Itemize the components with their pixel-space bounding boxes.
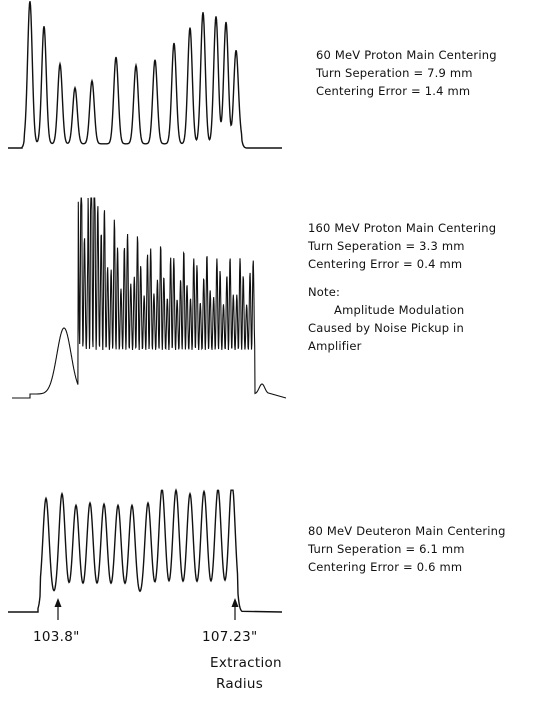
note-line: Amplifier: [308, 339, 362, 353]
marker-label-107-23: 107.23": [202, 629, 258, 645]
note-heading: Note:: [308, 285, 341, 299]
marker-label-103-8: 103.8": [33, 629, 80, 645]
marker-103-8: [54, 598, 62, 620]
centering-error-text: Centering Error = 0.4 mm: [308, 257, 463, 271]
caption-160mev: 160 MeV Proton Main Centering Turn Seper…: [308, 219, 496, 355]
trace-60mev-proton: [8, 1, 282, 149]
caption-60mev: 60 MeV Proton Main Centering Turn Sepera…: [316, 46, 497, 100]
extraction-radius-label: Extraction Radius: [210, 653, 282, 695]
caption-80mev: 80 MeV Deuteron Main Centering Turn Sepe…: [308, 522, 506, 576]
radius-label: Radius: [216, 676, 264, 692]
trace-80mev-deuteron: [8, 488, 283, 613]
turn-separation-text: Turn Seperation = 7.9 mm: [316, 66, 473, 80]
panel-title: 160 MeV Proton Main Centering: [308, 221, 497, 235]
panel-title: 80 MeV Deuteron Main Centering: [308, 524, 506, 538]
centering-error-text: Centering Error = 1.4 mm: [316, 84, 471, 98]
note-line: Caused by Noise Pickup in: [308, 321, 464, 335]
trace-160mev-proton: [12, 197, 287, 399]
centering-error-text: Centering Error = 0.6 mm: [308, 560, 463, 574]
turn-separation-text: Turn Seperation = 6.1 mm: [308, 542, 465, 556]
extraction-label: Extraction: [210, 655, 282, 671]
marker-107-23: [231, 598, 239, 620]
panel-title: 60 MeV Proton Main Centering: [316, 48, 497, 62]
note-line: Amplitude Modulation: [334, 303, 465, 317]
turn-separation-text: Turn Seperation = 3.3 mm: [308, 239, 465, 253]
